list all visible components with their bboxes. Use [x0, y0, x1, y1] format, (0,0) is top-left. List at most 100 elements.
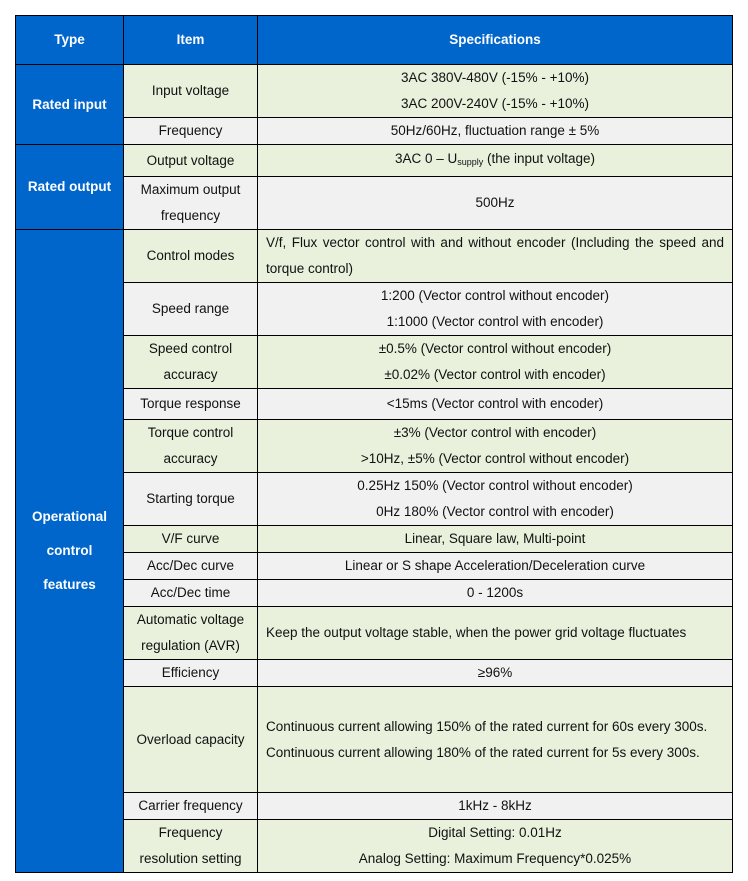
table-row: Efficiency ≥96%: [16, 659, 733, 687]
spec-text: 0Hz 180% (Vector control with encoder): [376, 504, 614, 519]
item-cell: Speed range: [123, 282, 258, 336]
spec-text: 3AC 0 – U: [394, 151, 458, 166]
table-row: V/F curve Linear, Square law, Multi-point: [16, 525, 733, 553]
spec-text: 0.25Hz 150% (Vector control without enco…: [357, 478, 633, 493]
spec-text: V/f, Flux vector control with and withou…: [266, 235, 724, 276]
spec-cell: V/f, Flux vector control with and withou…: [257, 229, 733, 283]
header-specifications: Specifications: [257, 15, 733, 65]
spec-text: (the input voltage): [483, 151, 596, 166]
spec-text: ±0.5% (Vector control without encoder): [378, 341, 612, 356]
item-label: frequency: [160, 208, 221, 223]
item-label: accuracy: [163, 367, 218, 382]
item-cell: Frequency resolution setting: [123, 819, 258, 873]
item-cell: Starting torque: [123, 472, 258, 526]
spec-text: 500Hz: [475, 195, 515, 210]
item-label: Speed control: [148, 341, 233, 356]
table-row: Acc/Dec time 0 - 1200s: [16, 579, 733, 607]
item-cell: Torque response: [123, 388, 258, 420]
spec-text: Linear or S shape Acceleration/Decelerat…: [344, 558, 646, 573]
table-row: Rated input Input voltage 3AC 380V-480V (-…: [15, 64, 733, 145]
table-row: Automatic voltage regulation (AVR) Keep th…: [16, 606, 733, 660]
spec-cell: 1kHz - 8kHz: [257, 792, 733, 820]
spec-text: ≥96%: [477, 665, 513, 680]
spec-subscript: supply: [457, 157, 484, 167]
item-cell: Output voltage: [123, 144, 258, 177]
spec-text: ±3% (Vector control with encoder): [393, 425, 597, 440]
item-label: Efficiency: [161, 665, 220, 680]
item-label: regulation (AVR): [141, 638, 240, 653]
header-item: Item: [123, 15, 258, 65]
type-label: Operational: [31, 509, 107, 524]
table-row: Acc/Dec curve Linear or S shape Accelerat…: [16, 552, 733, 580]
item-cell: Maximum output frequency: [123, 176, 258, 230]
item-cell: V/F curve: [123, 525, 258, 553]
item-cell: Carrier frequency: [123, 792, 258, 820]
spec-text: 3AC 380V-480V (-15% - +10%): [401, 70, 589, 85]
table-row: Torque response <15ms (Vector control wit…: [16, 388, 733, 420]
spec-text: Digital Setting: 0.01Hz: [428, 825, 562, 840]
item-label: Starting torque: [146, 491, 235, 506]
spec-cell: Digital Setting: 0.01Hz Analog Setting: M…: [257, 819, 733, 873]
item-cell: Control modes: [123, 229, 258, 283]
item-label: Control modes: [146, 248, 235, 263]
spec-text: 0 - 1200s: [466, 585, 524, 600]
item-cell: Automatic voltage regulation (AVR): [123, 606, 258, 660]
spec-cell: ±3% (Vector control with encoder) >10Hz, …: [257, 419, 733, 473]
spec-cell: Keep the output voltage stable, when the…: [257, 606, 733, 660]
spec-cell: Continuous current allowing 150% of the …: [257, 686, 733, 793]
item-label: Speed range: [151, 301, 230, 316]
item-label: resolution setting: [139, 851, 242, 866]
spec-text: ±0.02% (Vector control with encoder): [384, 367, 606, 382]
spec-text: >10Hz, ±5% (Vector control without encod…: [360, 451, 630, 466]
item-cell: Acc/Dec time: [123, 579, 258, 607]
item-label: Torque control: [147, 425, 234, 440]
item-label: Acc/Dec time: [150, 585, 231, 600]
header-row: Type Item Specifications: [15, 15, 733, 65]
spec-text: 1kHz - 8kHz: [458, 798, 532, 813]
table-row: Frequency 50Hz/60Hz, fluctuation range ± …: [16, 117, 733, 145]
spec-text: 3AC 200V-240V (-15% - +10%): [401, 96, 589, 111]
spec-cell: Linear or S shape Acceleration/Decelerat…: [257, 552, 733, 580]
spec-text: 50Hz/60Hz, fluctuation range ± 5%: [390, 123, 600, 138]
table-row: Torque control accuracy ±3% (Vector contro…: [16, 419, 733, 473]
spec-cell: 3AC 0 – Usupply (the input voltage): [257, 144, 733, 177]
item-label: accuracy: [163, 451, 218, 466]
type-cell: Rated input: [15, 64, 124, 145]
item-label: V/F curve: [161, 531, 220, 546]
item-cell: Torque control accuracy: [123, 419, 258, 473]
item-label: Overload capacity: [136, 731, 245, 747]
spec-cell: 1:200 (Vector control without encoder) 1:…: [257, 282, 733, 336]
spec-text: 1:1000 (Vector control with encoder): [386, 314, 604, 329]
item-cell: Efficiency: [123, 659, 258, 687]
spec-cell: 0 - 1200s: [257, 579, 733, 607]
table-row: Overload capacity Continuous current allo…: [16, 686, 733, 793]
item-label: Frequency: [158, 825, 223, 840]
spec-cell: 50Hz/60Hz, fluctuation range ± 5%: [257, 117, 733, 145]
spec-text: Linear, Square law, Multi-point: [404, 531, 586, 546]
table-row: Operational control features Control modes V…: [15, 229, 733, 873]
spec-cell: 500Hz: [257, 176, 733, 230]
item-label: Input voltage: [151, 83, 230, 98]
item-label: Acc/Dec curve: [146, 558, 235, 573]
item-label: Carrier frequency: [138, 798, 243, 813]
table-row: Speed range 1:200 (Vector control without…: [16, 282, 733, 336]
specifications-table: Type Item Specifications Rated input Inpu…: [15, 15, 733, 873]
item-label: Frequency: [158, 123, 223, 138]
spec-text: 1:200 (Vector control without encoder): [380, 288, 610, 303]
table-row: Frequency resolution setting Digital Setti…: [16, 819, 733, 873]
spec-cell: ±0.5% (Vector control without encoder) ±0…: [257, 335, 733, 389]
spec-cell: ≥96%: [257, 659, 733, 687]
table-row: Rated output Output voltage 3AC 0 – Usuppl…: [15, 144, 733, 230]
table-row: Carrier frequency 1kHz - 8kHz: [16, 792, 733, 820]
item-cell: Input voltage: [123, 64, 258, 118]
type-cell: Operational control features: [15, 229, 124, 873]
item-label: Torque response: [140, 396, 241, 411]
item-cell: Overload capacity: [123, 686, 258, 793]
type-cell: Rated output: [15, 144, 124, 230]
item-cell: Frequency: [123, 117, 258, 145]
type-label: features: [43, 577, 96, 592]
item-cell: Speed control accuracy: [123, 335, 258, 389]
item-label: Maximum output: [140, 182, 241, 197]
spec-text: Continuous current allowing 150% of the …: [266, 718, 708, 734]
header-type: Type: [15, 15, 124, 65]
